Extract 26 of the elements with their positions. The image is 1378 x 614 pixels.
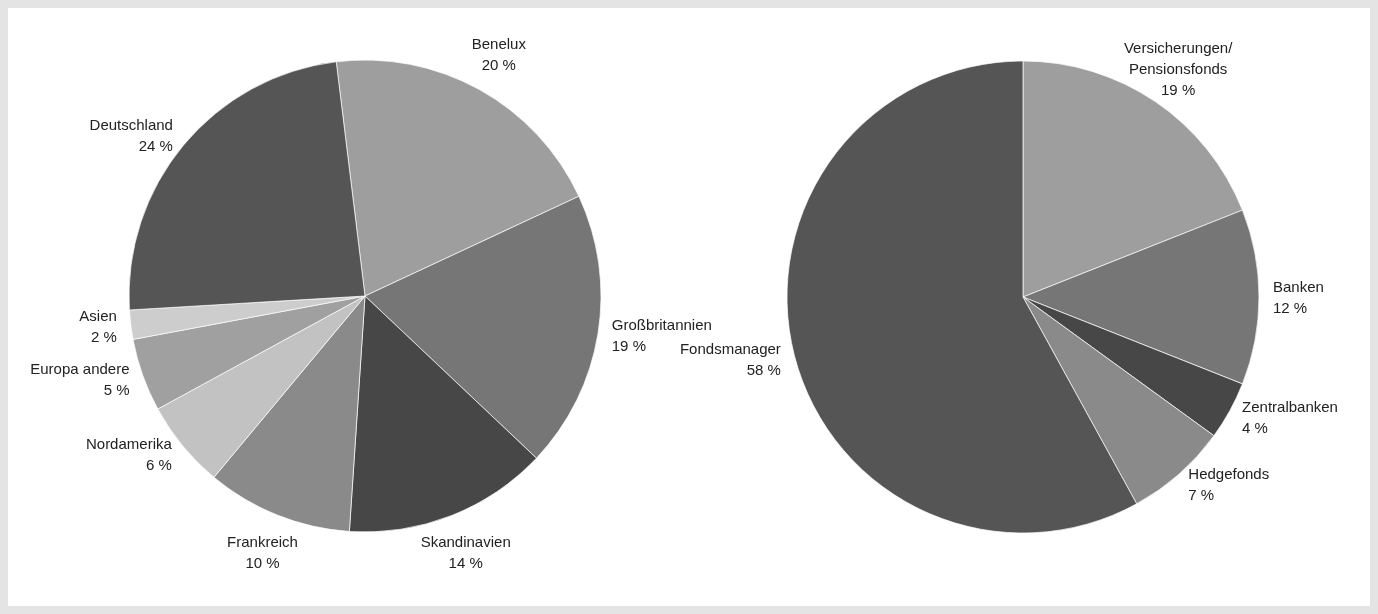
slice-label: Frankreich xyxy=(227,532,298,550)
slice-label: Zentralbanken xyxy=(1242,397,1338,415)
slice-label: Europa andere xyxy=(30,360,130,378)
slice-label: Großbritannien xyxy=(611,316,712,334)
slice-label: Versicherungen/Pensionsfonds xyxy=(1123,38,1234,77)
slice-label: Skandinavien xyxy=(420,533,511,551)
data-label: 2 % xyxy=(91,327,117,345)
slice-label: Deutschland xyxy=(89,116,173,134)
data-label: 4 % xyxy=(1242,418,1268,436)
data-label: 14 % xyxy=(448,554,483,572)
slice-label: Fondsmanager xyxy=(679,339,781,357)
slice-label: Nordamerika xyxy=(85,435,173,453)
slice-label: Hedgefonds xyxy=(1188,465,1270,483)
slice-label: Banken xyxy=(1273,277,1324,295)
data-label: 12 % xyxy=(1273,298,1308,316)
data-label: 19 % xyxy=(1161,80,1196,98)
data-label: 10 % xyxy=(245,553,280,571)
data-label: 7 % xyxy=(1188,486,1215,504)
data-label: 19 % xyxy=(611,337,646,355)
data-label: 6 % xyxy=(145,456,172,474)
slice-label: Asien xyxy=(79,306,117,324)
data-label: 5 % xyxy=(103,381,130,399)
slice-label: Benelux xyxy=(471,35,527,53)
data-label: 20 % xyxy=(481,56,516,74)
data-label: 24 % xyxy=(138,137,173,155)
data-label: 58 % xyxy=(746,360,781,378)
